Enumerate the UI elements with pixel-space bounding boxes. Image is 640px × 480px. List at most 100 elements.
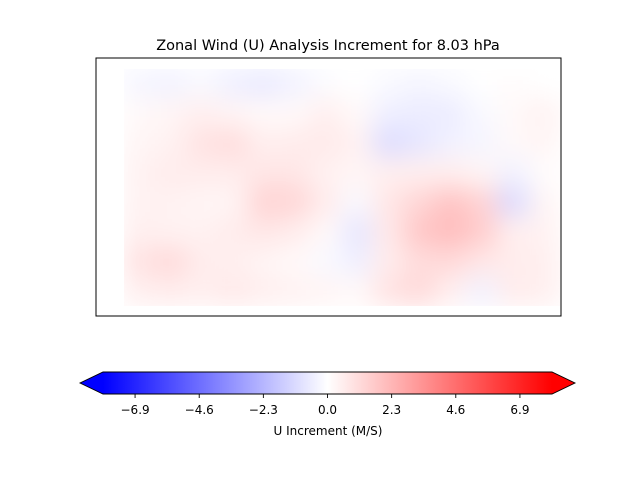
field-cell [341, 275, 374, 306]
field-cell [248, 157, 281, 189]
field-cell [528, 246, 560, 277]
field-cell [248, 98, 281, 129]
field-cell [528, 157, 560, 189]
increment-field [124, 69, 560, 306]
field-cell [403, 157, 436, 189]
field-cell [216, 69, 250, 100]
field-cell [497, 69, 530, 100]
field-cell [248, 127, 281, 159]
field-cell [466, 98, 499, 129]
field-cell [466, 69, 499, 100]
colorbar-tick-label: −4.6 [185, 403, 214, 417]
field-cell [154, 98, 187, 129]
field-cell [466, 157, 499, 189]
field-cell [154, 127, 187, 159]
field-cell [154, 187, 187, 218]
field-cell [341, 69, 374, 100]
field-cell [216, 275, 250, 306]
field-cell [528, 216, 560, 248]
field-cell [154, 246, 187, 277]
field-cell [124, 275, 156, 306]
field-cell [403, 216, 436, 248]
field-cell [403, 98, 436, 129]
field-cell [372, 69, 405, 100]
field-cell [466, 127, 499, 159]
field-cell [497, 98, 530, 129]
field-cell [372, 157, 405, 189]
field-cell [403, 275, 436, 306]
field-cell [528, 127, 560, 159]
colorbar-tick-label: −2.3 [249, 403, 278, 417]
field-cell [185, 246, 218, 277]
field-cell [124, 127, 156, 159]
colorbar-extend-high [552, 372, 575, 394]
field-cell [497, 216, 530, 248]
field-cell [434, 69, 468, 100]
field-cell [310, 275, 343, 306]
field-cell [528, 187, 560, 218]
field-cell [154, 157, 187, 189]
field-cell [310, 98, 343, 129]
colorbar-tick-label: 4.6 [446, 403, 465, 417]
field-cell [279, 69, 312, 100]
field-cell [310, 69, 343, 100]
field-cell [216, 127, 250, 159]
field-cell [154, 275, 187, 306]
field-cell [372, 98, 405, 129]
field-cell [341, 127, 374, 159]
field-cell [497, 127, 530, 159]
field-cell [279, 157, 312, 189]
field-cell [466, 187, 499, 218]
field-cell [248, 216, 281, 248]
field-cell [466, 216, 499, 248]
field-cell [434, 246, 468, 277]
field-cell [216, 187, 250, 218]
field-cell [497, 157, 530, 189]
field-cell [466, 246, 499, 277]
field-cell [154, 216, 187, 248]
field-cell [248, 246, 281, 277]
field-cell [310, 187, 343, 218]
field-cell [403, 127, 436, 159]
field-cell [216, 98, 250, 129]
field-cell [279, 216, 312, 248]
colorbar-tick-label: 0.0 [318, 403, 337, 417]
field-cell [341, 246, 374, 277]
field-cell [216, 157, 250, 189]
field-cell [279, 275, 312, 306]
field-cell [372, 187, 405, 218]
colorbar: −6.9 −4.6 −2.3 0.0 2.3 4.6 6.9 U Increment (M/… [78, 371, 577, 438]
field-cell [372, 127, 405, 159]
colorbar-outline [78, 371, 577, 395]
field-cell [466, 275, 499, 306]
field-cell [341, 157, 374, 189]
colorbar-ticks: −6.9 −4.6 −2.3 0.0 2.3 4.6 6.9 [121, 394, 529, 417]
field-cell [497, 275, 530, 306]
field-cell [154, 69, 187, 100]
field-cell [124, 187, 156, 218]
field-cell [434, 275, 468, 306]
chart-title: Zonal Wind (U) Analysis Increment for 8.… [156, 38, 500, 54]
field-cell [248, 69, 281, 100]
field-cell [372, 216, 405, 248]
field-cell [528, 275, 560, 306]
field-cell [124, 216, 156, 248]
field-cell [434, 127, 468, 159]
field-cell [434, 157, 468, 189]
field-cell [216, 246, 250, 277]
colorbar-extend-low [80, 372, 103, 394]
field-cell [497, 187, 530, 218]
colorbar-label: U Increment (M/S) [274, 424, 383, 438]
field-cell [185, 187, 218, 218]
field-cell [372, 275, 405, 306]
field-cell [124, 98, 156, 129]
field-cell [403, 246, 436, 277]
field-cell [279, 98, 312, 129]
field-cell [124, 246, 156, 277]
field-cell [185, 157, 218, 189]
field-cell [279, 127, 312, 159]
plot-frame [95, 57, 562, 317]
field-cell [185, 216, 218, 248]
field-cell [248, 187, 281, 218]
